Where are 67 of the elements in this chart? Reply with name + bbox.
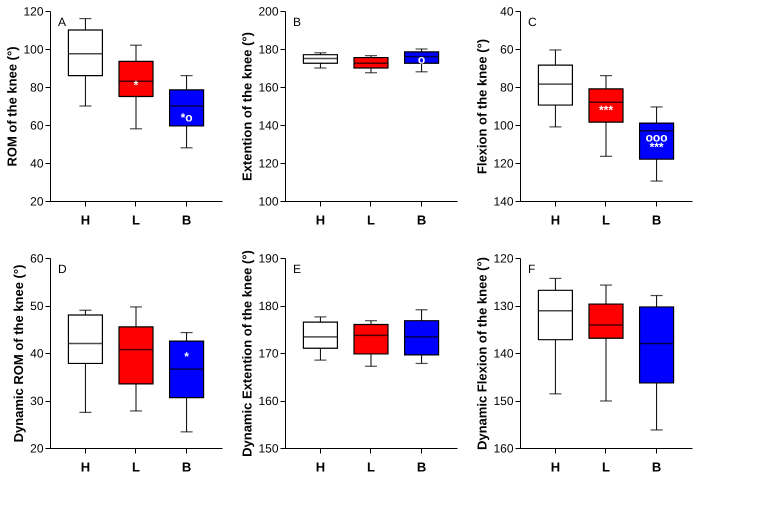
y-tick-label: 80 — [500, 80, 514, 94]
y-tick-label: 160 — [258, 394, 279, 408]
annotation: * — [134, 78, 139, 92]
y-tick-label: 100 — [258, 194, 279, 208]
y-axis-title: Dynamic Flexion of the knee (°) — [474, 256, 490, 450]
y-tick-label: 120 — [258, 156, 279, 170]
x-tick-label: L — [602, 460, 610, 474]
y-tick-label: 60 — [500, 42, 514, 56]
x-tick-label: B — [652, 212, 662, 228]
y-tick-label: 140 — [493, 346, 514, 360]
x-tick-label: H — [80, 212, 90, 228]
y-tick-label: 120 — [493, 252, 514, 266]
annotation: A — [58, 15, 66, 29]
y-tick-label: 60 — [30, 118, 44, 132]
x-tick-label: B — [416, 460, 426, 474]
x-tick-label: B — [416, 212, 426, 228]
x-tick-label: L — [602, 212, 610, 228]
x-tick-label: L — [132, 460, 140, 474]
y-axis-title: Dynamic Extention of the knee (°) — [239, 250, 254, 457]
x-tick-label: L — [367, 212, 376, 228]
y-tick-label: 150 — [258, 442, 279, 456]
y-tick-label: 150 — [493, 394, 514, 408]
y-tick-label: 190 — [258, 252, 279, 266]
y-tick-label: 160 — [258, 80, 279, 94]
x-tick-label: H — [550, 212, 560, 228]
y-tick-label: 100 — [493, 118, 514, 132]
x-tick-label: B — [182, 212, 192, 228]
y-axis-title: Flexion of the knee (°) — [474, 38, 490, 174]
y-tick-label: 20 — [30, 442, 44, 456]
annotation: B — [293, 15, 302, 29]
x-tick-label: H — [316, 460, 326, 474]
y-tick-label: 120 — [23, 4, 44, 18]
y-axis-title: ROM of the knee (°) — [4, 46, 20, 167]
annotation: E — [293, 262, 302, 276]
y-tick-label: 20 — [30, 194, 44, 208]
y-tick-label: 40 — [30, 346, 44, 360]
y-axis-title: Dynamic ROM of the knee (°) — [11, 264, 26, 442]
y-tick-label: 80 — [30, 80, 44, 94]
y-tick-label: 100 — [23, 42, 44, 56]
y-tick-label: 40 — [500, 4, 514, 18]
annotation: F — [528, 262, 536, 276]
y-tick-label: 170 — [258, 346, 279, 360]
x-tick-label: H — [550, 460, 560, 474]
annotation: *o — [180, 110, 193, 124]
y-tick-label: 50 — [30, 299, 44, 313]
annotation: C — [528, 15, 537, 29]
y-tick-label: 180 — [258, 42, 279, 56]
x-tick-label: L — [132, 212, 140, 228]
y-tick-label: 200 — [258, 4, 279, 18]
y-axis-title: Extention of the knee (°) — [239, 32, 254, 181]
x-tick-label: B — [182, 460, 192, 474]
y-tick-label: 130 — [493, 299, 514, 313]
y-tick-label: 160 — [493, 442, 514, 456]
x-tick-label: L — [367, 460, 376, 474]
y-tick-label: 140 — [493, 194, 514, 208]
y-tick-label: 30 — [30, 394, 44, 408]
x-tick-label: H — [80, 460, 90, 474]
x-tick-label: B — [652, 460, 662, 474]
annotation: * — [184, 349, 190, 364]
y-tick-label: 60 — [30, 252, 44, 266]
y-tick-label: 140 — [258, 118, 279, 132]
annotation: *** — [598, 102, 614, 117]
annotation: D — [58, 262, 67, 276]
x-tick-label: H — [316, 212, 326, 228]
y-tick-label: 40 — [30, 156, 44, 170]
y-tick-label: 120 — [493, 156, 514, 170]
y-tick-label: 180 — [258, 299, 279, 313]
